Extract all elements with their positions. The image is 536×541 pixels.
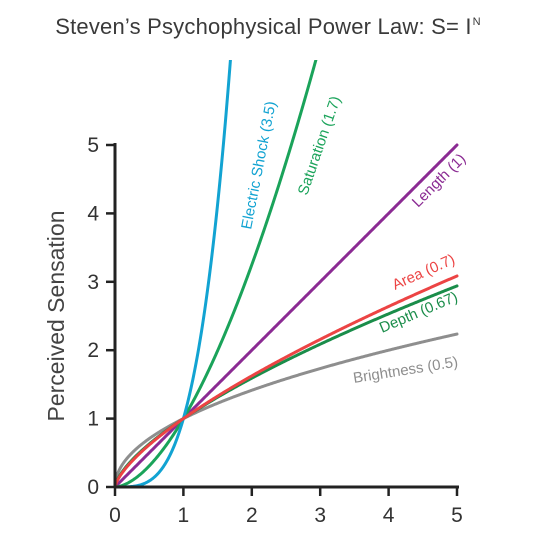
x-tick-label: 5	[451, 504, 463, 527]
series-line-2	[115, 60, 318, 489]
series-label-2: Length (1)	[409, 150, 469, 210]
y-tick-label: 2	[87, 339, 99, 362]
y-tick-label: 0	[87, 476, 99, 499]
series-line-3	[115, 60, 232, 489]
chart-title-text: Steven’s Psychophysical Power Law: S= I	[55, 14, 472, 39]
y-tick-label: 3	[87, 271, 99, 294]
ticks-layer: 0 1 2 3 4 5 0 1 2 3 4 5	[87, 134, 463, 527]
series-line-5	[115, 274, 459, 489]
x-tick-label: 3	[314, 504, 326, 527]
y-tick-label: 5	[87, 134, 99, 157]
axes-layer	[113, 143, 459, 489]
chart-title-exponent: N	[472, 16, 481, 28]
y-axis-title: Perceived Sensation	[43, 211, 69, 422]
series-label-3: Area (0.7)	[390, 251, 458, 294]
y-tick-label: 1	[87, 408, 99, 431]
labels-layer: Electric Shock (3.5) Saturation (1.7) Leng…	[238, 94, 469, 387]
series-label-0: Electric Shock (3.5)	[238, 100, 280, 231]
y-tick-label: 4	[87, 202, 99, 225]
x-tick-label: 2	[246, 504, 258, 527]
chart-title: Steven’s Psychophysical Power Law: S= IN	[0, 14, 536, 40]
x-tick-label: 1	[178, 504, 190, 527]
x-tick-label: 0	[109, 504, 121, 527]
series-line-0	[115, 332, 459, 489]
series-line-1	[115, 143, 459, 489]
series-label-5: Brightness (0.5)	[352, 354, 459, 387]
x-tick-label: 4	[383, 504, 395, 527]
series-layer	[115, 60, 459, 489]
